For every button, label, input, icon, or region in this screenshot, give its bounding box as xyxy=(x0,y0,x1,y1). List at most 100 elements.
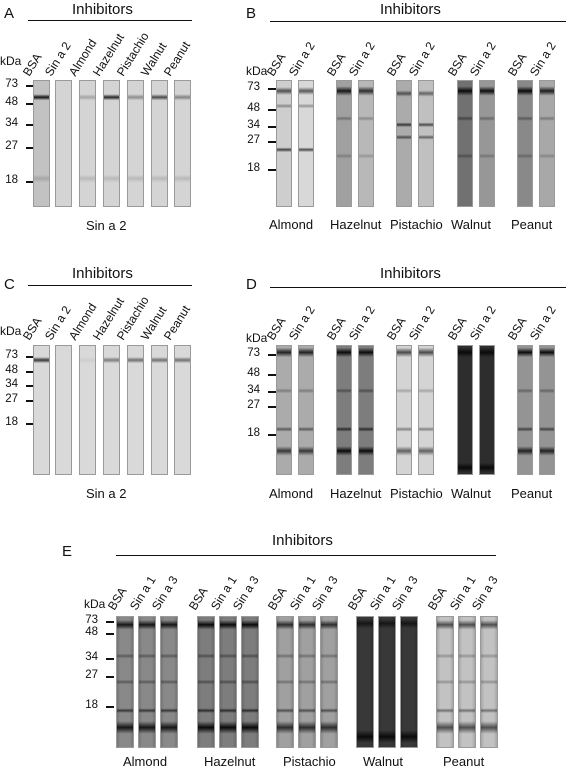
blot-strip xyxy=(79,80,96,207)
lane-label: Sin a 2 xyxy=(526,303,559,343)
blot-strip xyxy=(418,345,434,475)
lane-label: BSA xyxy=(323,50,349,79)
panel-letter: D xyxy=(246,276,257,293)
mw-marker-tick xyxy=(26,147,34,149)
group-label: Hazelnut xyxy=(330,486,382,501)
blot-strip xyxy=(480,616,498,748)
lane-label: BSA xyxy=(104,584,130,613)
mw-marker-tick xyxy=(268,126,276,128)
lane-label: BSA xyxy=(264,584,290,613)
mw-marker-label: 18 xyxy=(85,699,98,711)
blot-strip xyxy=(197,616,215,748)
blot-strip xyxy=(457,345,473,475)
lane-label: Sin a 2 xyxy=(405,39,438,79)
group-label: Walnut xyxy=(363,754,403,769)
blot-strip xyxy=(336,80,352,207)
mw-marker-tick xyxy=(268,391,276,393)
blot-strip xyxy=(33,80,50,207)
mw-marker-tick xyxy=(268,374,276,376)
mw-marker-label: 34 xyxy=(5,117,18,129)
lane-label: BSA xyxy=(263,50,289,79)
blot-strip xyxy=(457,80,473,207)
mw-marker-tick xyxy=(268,169,276,171)
group-label: Peanut xyxy=(511,486,553,501)
mw-marker-label: 18 xyxy=(247,427,260,439)
group-label: Walnut xyxy=(451,217,491,232)
blot-strip xyxy=(174,345,191,475)
lane-label: Sin a 2 xyxy=(466,303,499,343)
group-label: Walnut xyxy=(451,486,491,501)
blot-strip xyxy=(138,616,156,748)
mw-marker-label: 18 xyxy=(247,162,260,174)
kda-label: kDa xyxy=(0,324,22,338)
mw-marker-tick xyxy=(26,103,34,105)
panel-letter: E xyxy=(62,543,73,560)
panel-letter: C xyxy=(4,276,15,293)
blot-strip xyxy=(336,345,352,475)
mw-marker-label: 34 xyxy=(247,384,260,396)
blot-strip xyxy=(116,616,134,748)
blot-strip xyxy=(356,616,374,748)
mw-marker-label: 34 xyxy=(247,119,260,131)
mw-marker-tick xyxy=(268,354,276,356)
lane-label: Sin a 2 xyxy=(345,39,378,79)
inhibitors-title: Inhibitors xyxy=(72,265,133,282)
mw-marker-label: 73 xyxy=(5,349,18,361)
inhibitors-underline xyxy=(28,20,192,21)
inhibitors-title: Inhibitors xyxy=(380,1,441,18)
mw-marker-tick xyxy=(268,141,276,143)
inhibitors-title: Inhibitors xyxy=(272,532,333,549)
lane-label: BSA xyxy=(504,50,530,79)
blot-strip xyxy=(55,80,72,207)
blot-strip xyxy=(276,80,292,207)
mw-marker-tick xyxy=(26,385,34,387)
kda-label: kDa xyxy=(0,54,22,68)
lane-label: Sin a 2 xyxy=(285,39,318,79)
group-label: Pistachio xyxy=(283,754,336,769)
blot-strip xyxy=(151,80,168,207)
lane-label: BSA xyxy=(185,584,211,613)
group-label: Peanut xyxy=(443,754,485,769)
group-label: Pistachio xyxy=(390,486,443,501)
kda-label: kDa xyxy=(246,64,268,78)
group-label: Hazelnut xyxy=(204,754,256,769)
lane-label: BSA xyxy=(444,50,470,79)
mw-marker-tick xyxy=(106,633,114,635)
panel-caption: Sin a 2 xyxy=(86,486,127,501)
blot-strip xyxy=(241,616,259,748)
lane-label: BSA xyxy=(263,314,289,343)
blot-strip xyxy=(358,345,374,475)
group-label: Hazelnut xyxy=(330,217,382,232)
inhibitors-underline xyxy=(270,21,566,22)
blot-strip xyxy=(396,345,412,475)
blot-strip xyxy=(127,80,144,207)
blot-strip xyxy=(479,80,495,207)
mw-marker-label: 34 xyxy=(5,378,18,390)
lane-label: BSA xyxy=(383,50,409,79)
blot-strip xyxy=(539,345,555,475)
inhibitors-underline xyxy=(116,555,496,556)
group-label: Pistachio xyxy=(390,217,443,232)
blot-strip xyxy=(298,80,314,207)
inhibitors-title: Inhibitors xyxy=(380,265,441,282)
mw-marker-tick xyxy=(106,621,114,623)
blot-strip xyxy=(103,80,120,207)
blot-strip xyxy=(396,80,412,207)
mw-marker-label: 48 xyxy=(85,626,98,638)
inhibitors-title: Inhibitors xyxy=(72,1,133,18)
lane-label: Sin a 2 xyxy=(345,303,378,343)
mw-marker-label: 34 xyxy=(85,651,98,663)
blot-strip xyxy=(55,345,72,475)
blot-strip xyxy=(151,345,168,475)
kda-label: kDa xyxy=(246,331,268,345)
mw-marker-tick xyxy=(268,434,276,436)
mw-marker-tick xyxy=(268,109,276,111)
blot-strip xyxy=(276,616,294,748)
blot-strip xyxy=(33,345,50,475)
lane-label: BSA xyxy=(19,314,45,343)
lane-label: Sin a 2 xyxy=(526,39,559,79)
mw-marker-label: 48 xyxy=(247,102,260,114)
lane-label: BSA xyxy=(323,314,349,343)
kda-label: kDa xyxy=(84,597,106,611)
